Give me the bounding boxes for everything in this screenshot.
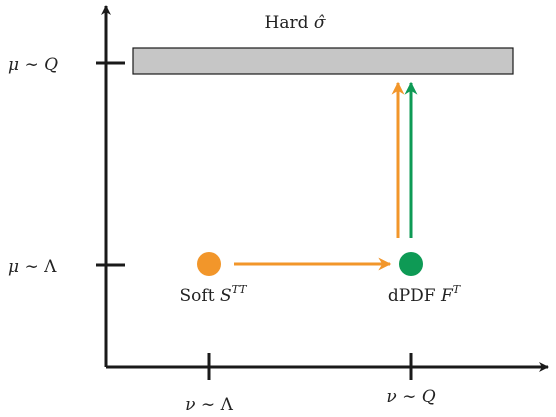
soft-node bbox=[197, 252, 221, 276]
y-label-mu-q: μ ∼ Q bbox=[8, 55, 58, 75]
hard-box-label: Hard σ̂ bbox=[265, 13, 326, 33]
soft-label: Soft STT bbox=[180, 283, 249, 306]
hard-box bbox=[132, 47, 514, 75]
y-label-mu-lambda: μ ∼ Λ bbox=[8, 257, 57, 277]
dpdf-node bbox=[399, 252, 423, 276]
x-label-nu-q: ν ∼ Q bbox=[386, 387, 435, 407]
x-label-nu-lambda: ν ∼ Λ bbox=[185, 395, 233, 415]
dpdf-label: dPDF FT bbox=[388, 283, 462, 306]
